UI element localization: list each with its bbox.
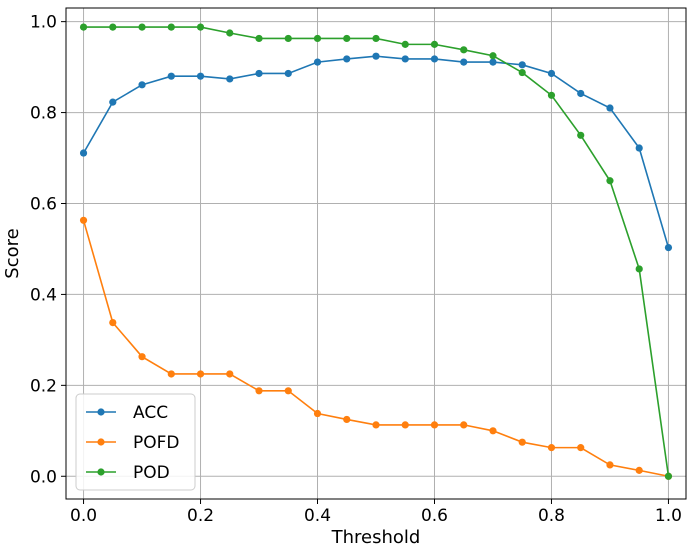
data-point-acc	[518, 61, 526, 69]
data-point-acc	[489, 58, 497, 66]
data-point-acc	[460, 58, 468, 66]
data-point-acc	[255, 69, 263, 78]
y-tick-label: 0.6	[30, 194, 57, 214]
data-point-pod	[109, 23, 117, 31]
data-point-acc	[138, 81, 146, 89]
data-point-acc	[547, 69, 556, 78]
data-point-pod	[255, 34, 263, 43]
x-tick-label: 0.0	[70, 506, 97, 526]
data-point-pofd	[372, 421, 380, 429]
legend-label-acc: ACC	[133, 403, 168, 423]
legend-marker-pod	[97, 468, 105, 476]
data-point-pofd	[343, 415, 351, 424]
data-point-pofd	[430, 421, 439, 429]
data-point-pofd	[489, 427, 497, 435]
data-point-pofd	[255, 387, 263, 395]
data-point-pofd	[577, 444, 585, 452]
data-point-pod	[489, 52, 497, 60]
data-point-pod	[343, 34, 351, 43]
x-tick-label: 0.8	[538, 506, 565, 526]
legend-item-pofd: POFD	[86, 433, 180, 453]
y-tick-label: 0.2	[30, 376, 57, 396]
legend-label-pofd: POFD	[133, 433, 180, 453]
data-point-pofd	[196, 370, 205, 378]
x-tick-label: 0.2	[187, 506, 214, 526]
data-point-pofd	[226, 370, 234, 378]
data-point-pofd	[284, 387, 292, 395]
series-acc	[79, 52, 673, 252]
data-point-acc	[635, 144, 643, 152]
data-point-acc	[343, 55, 351, 63]
series-line-acc	[82, 55, 670, 248]
data-point-pofd	[313, 409, 322, 418]
data-point-pod	[226, 29, 234, 37]
data-point-acc	[79, 149, 88, 157]
data-point-pod	[635, 265, 643, 273]
data-point-pod	[664, 472, 673, 480]
data-point-pofd	[460, 421, 468, 429]
y-tick-label: 0.0	[30, 467, 57, 487]
y-tick-label: 0.4	[30, 285, 57, 305]
data-point-acc	[196, 72, 205, 80]
data-point-pofd	[401, 421, 409, 429]
legend-marker-pofd	[97, 438, 105, 446]
legend-item-pod: POD	[86, 463, 170, 483]
data-point-acc	[167, 72, 175, 80]
data-point-acc	[606, 104, 614, 112]
data-point-pofd	[518, 438, 526, 446]
data-point-acc	[109, 98, 117, 106]
data-point-pod	[79, 23, 88, 31]
legend-box	[75, 393, 196, 491]
data-point-pofd	[79, 216, 88, 224]
data-point-pod	[577, 131, 585, 139]
data-point-acc	[577, 89, 585, 98]
data-point-pod	[138, 23, 146, 31]
data-point-acc	[401, 55, 409, 63]
x-tick-label: 1.0	[655, 506, 682, 526]
data-point-pod	[372, 34, 380, 43]
data-point-acc	[664, 243, 673, 252]
series-layer	[79, 23, 673, 480]
data-point-pofd	[635, 466, 643, 474]
data-point-pofd	[138, 353, 146, 361]
legend-marker-acc	[97, 408, 105, 416]
data-point-acc	[313, 58, 322, 66]
data-point-pofd	[606, 461, 614, 469]
series-pod	[79, 23, 673, 480]
axis-ticks: 0.0 0.2 0.4 0.6 0.8 1.0 0.0 0.2 0.4 0.6 0.8 1.0	[30, 13, 682, 526]
data-point-pod	[401, 40, 409, 48]
data-point-pofd	[167, 370, 175, 378]
x-axis-label: Threshold	[331, 527, 421, 548]
legend-label-pod: POD	[133, 463, 170, 483]
data-point-acc	[226, 75, 234, 83]
x-tick-label: 0.6	[421, 506, 448, 526]
y-axis-label: Score	[2, 228, 23, 278]
data-point-pod	[547, 91, 556, 99]
legend: ACC POFD POD	[75, 393, 196, 491]
y-tick-label: 0.8	[30, 104, 57, 124]
data-point-pod	[284, 34, 292, 43]
data-point-pod	[518, 68, 526, 77]
plot-frame	[65, 7, 687, 500]
data-point-pod	[430, 40, 439, 48]
data-point-acc	[284, 69, 292, 78]
data-point-pod	[460, 46, 468, 54]
data-point-acc	[430, 55, 439, 63]
data-point-pod	[606, 177, 614, 185]
data-point-pofd	[109, 319, 117, 327]
data-point-pod	[167, 23, 175, 31]
y-tick-label: 1.0	[30, 13, 57, 33]
x-tick-label: 0.4	[304, 506, 331, 526]
data-point-pod	[196, 23, 205, 31]
data-point-acc	[372, 52, 380, 60]
data-point-pofd	[547, 444, 556, 452]
legend-item-acc: ACC	[86, 403, 168, 423]
data-point-pod	[313, 34, 322, 43]
